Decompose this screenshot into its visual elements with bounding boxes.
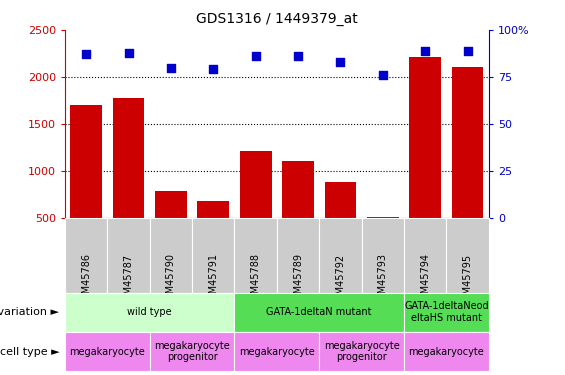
Text: GSM45786: GSM45786 [81, 254, 91, 306]
Point [209, 66, 218, 72]
Text: GSM45791: GSM45791 [208, 254, 218, 306]
Text: GSM45788: GSM45788 [251, 254, 260, 306]
Bar [240, 151, 272, 264]
Text: megakaryocyte: megakaryocyte [408, 346, 484, 357]
Bar [197, 201, 229, 264]
Point [420, 48, 430, 54]
Bar [282, 161, 314, 264]
Point [463, 48, 472, 54]
Text: GSM45795: GSM45795 [463, 254, 472, 307]
Point [336, 59, 345, 65]
Point [167, 64, 176, 70]
Text: GATA-1deltaN mutant: GATA-1deltaN mutant [267, 307, 372, 317]
Text: megakaryocyte
progenitor: megakaryocyte progenitor [154, 341, 230, 362]
Text: megakaryocyte: megakaryocyte [239, 346, 315, 357]
Point [82, 51, 91, 57]
Bar [155, 191, 187, 264]
Text: genotype/variation ►: genotype/variation ► [0, 307, 59, 317]
Bar [112, 98, 145, 264]
Bar [367, 217, 399, 264]
Point [379, 72, 388, 78]
Text: GSM45790: GSM45790 [166, 254, 176, 306]
Bar [324, 182, 357, 264]
Text: GATA-1deltaNeod
eltaHS mutant: GATA-1deltaNeod eltaHS mutant [404, 302, 489, 323]
Bar [70, 105, 102, 264]
Text: megakaryocyte: megakaryocyte [69, 346, 145, 357]
Point [251, 53, 260, 59]
Bar [451, 67, 484, 264]
Point [294, 53, 303, 59]
Text: megakaryocyte
progenitor: megakaryocyte progenitor [324, 341, 399, 362]
Title: GDS1316 / 1449379_at: GDS1316 / 1449379_at [196, 12, 358, 26]
Text: GSM45787: GSM45787 [124, 254, 133, 307]
Text: GSM45789: GSM45789 [293, 254, 303, 306]
Text: cell type ►: cell type ► [0, 346, 59, 357]
Text: GSM45793: GSM45793 [378, 254, 388, 306]
Text: wild type: wild type [128, 307, 172, 317]
Point [124, 50, 133, 55]
Text: GSM45794: GSM45794 [420, 254, 430, 306]
Text: GSM45792: GSM45792 [336, 254, 345, 307]
Bar [409, 57, 441, 264]
